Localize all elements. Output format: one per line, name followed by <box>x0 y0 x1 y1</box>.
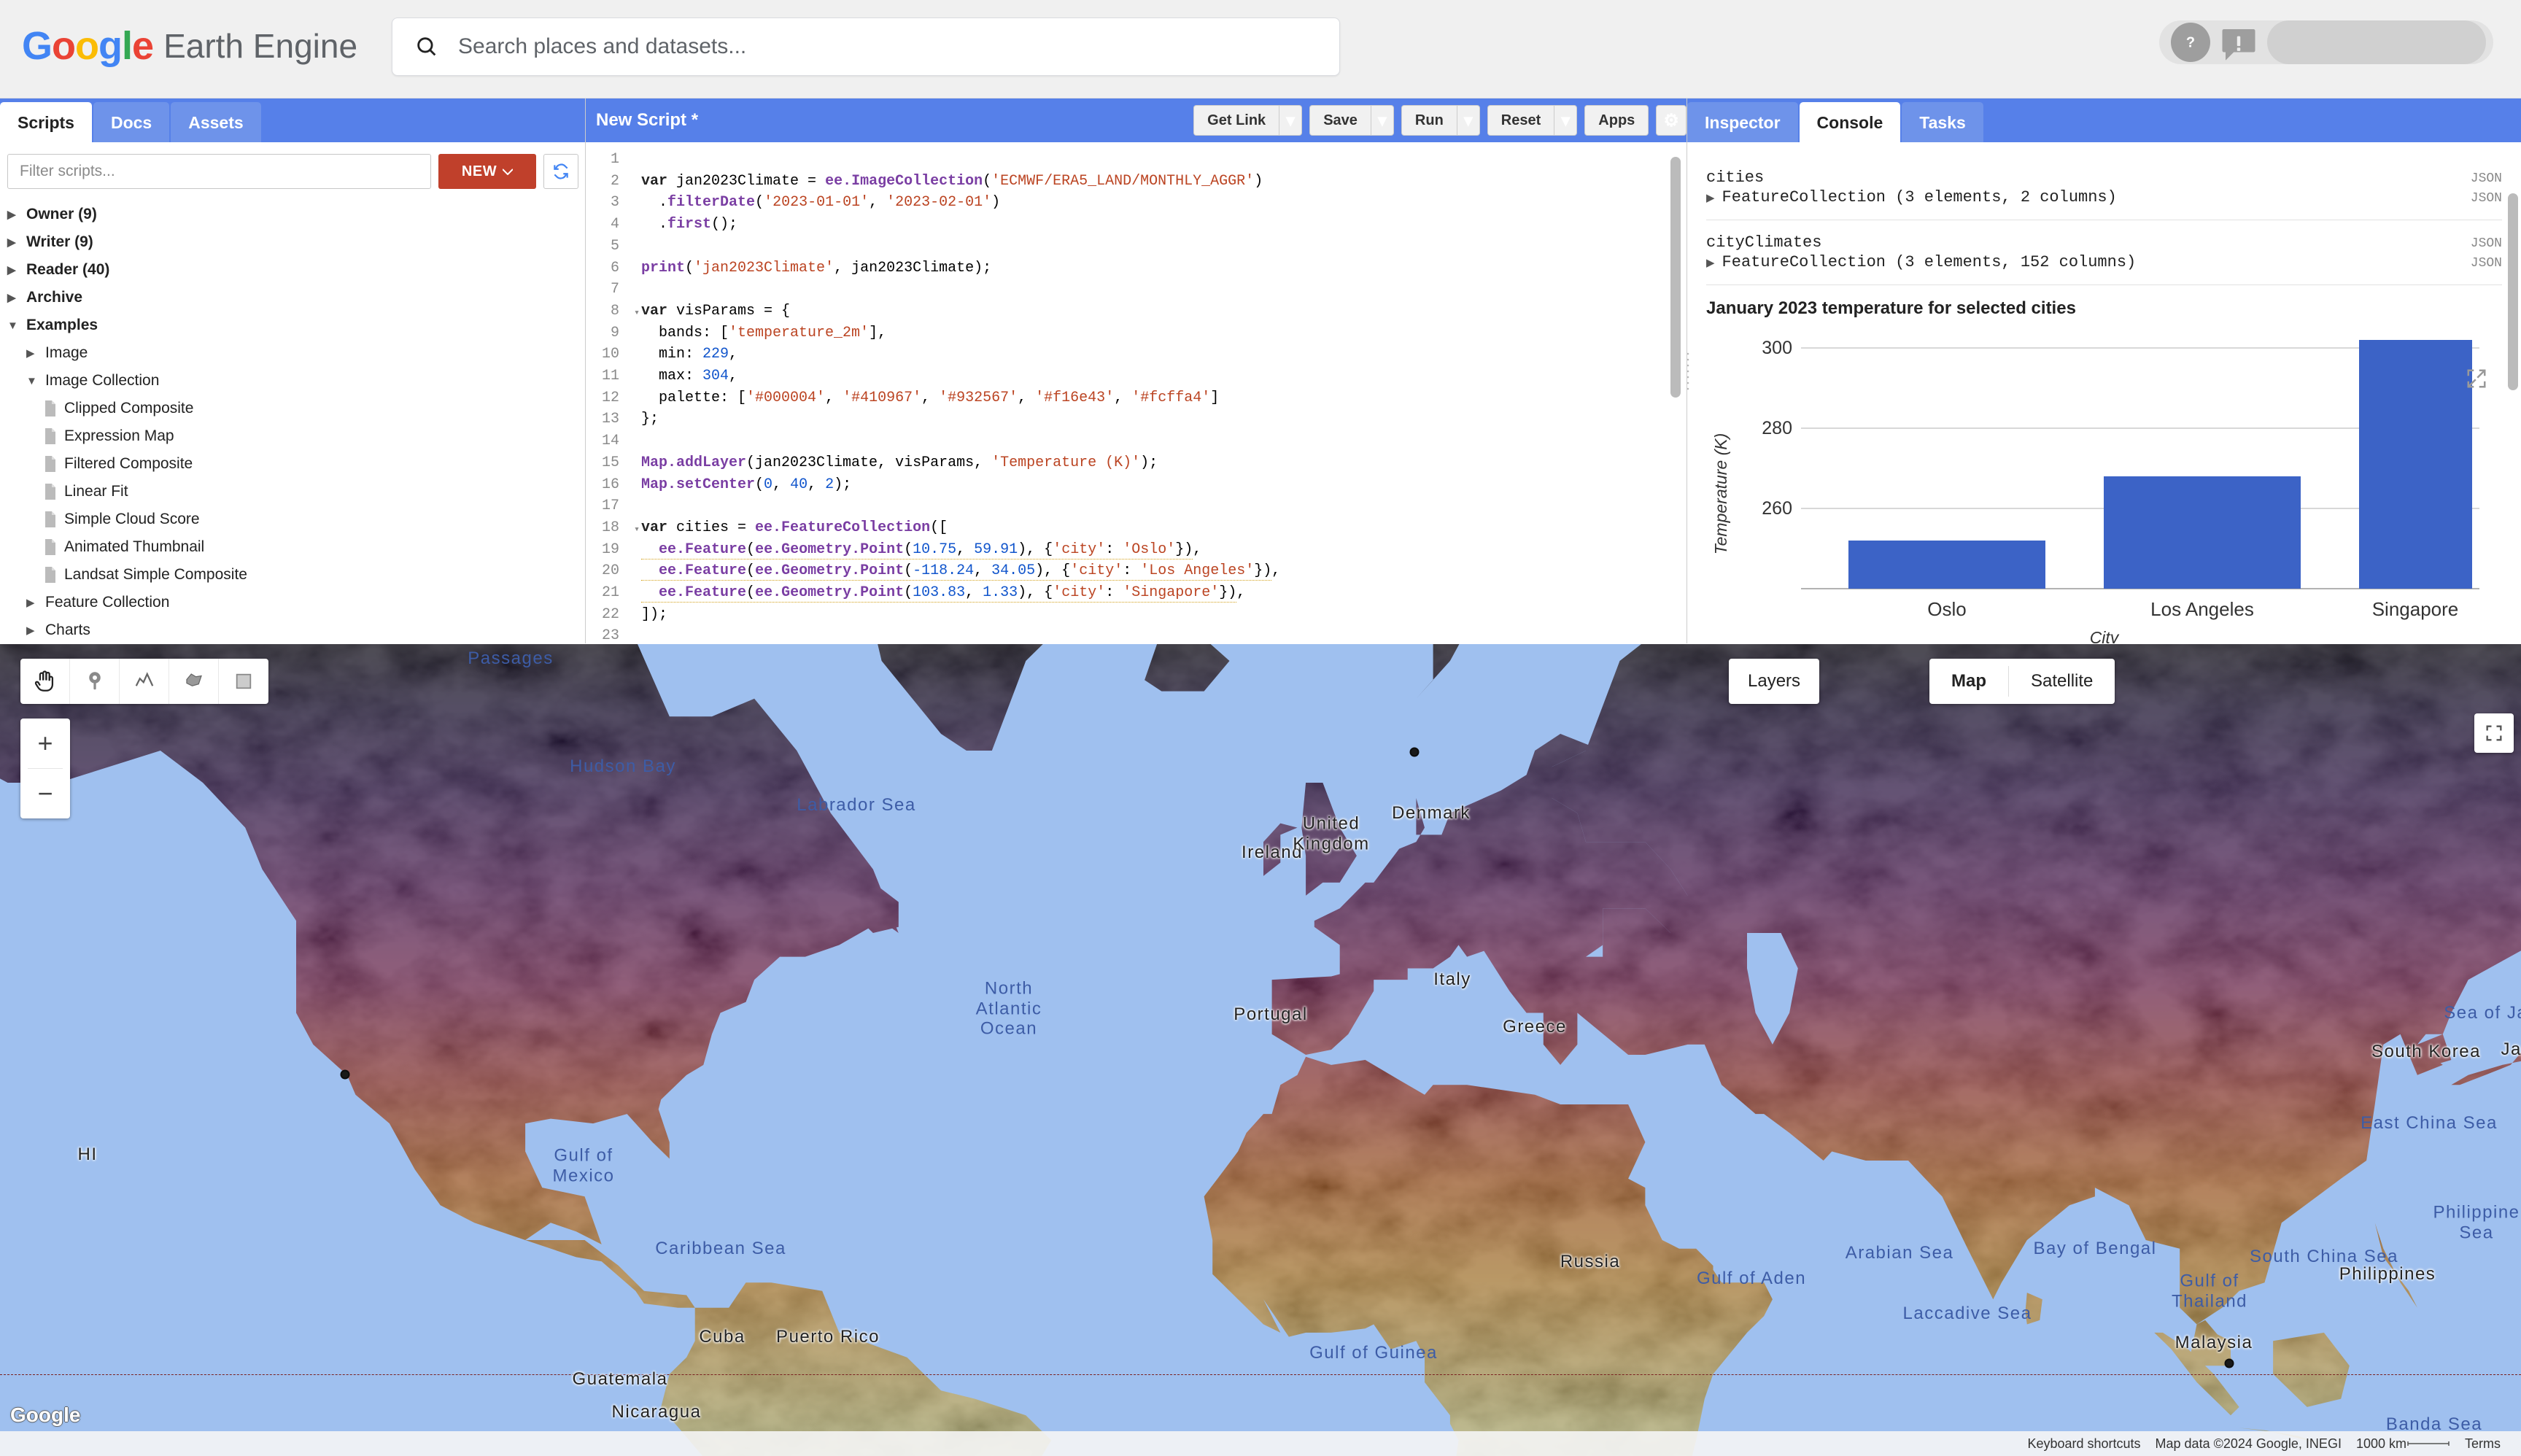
svg-text:260: 260 <box>1762 498 1792 519</box>
svg-text:280: 280 <box>1762 418 1792 438</box>
svg-text:Temperature (K): Temperature (K) <box>1711 433 1730 555</box>
svg-text:Oslo: Oslo <box>1927 598 1966 620</box>
svg-text:?: ? <box>2186 34 2195 50</box>
svg-text:300: 300 <box>1762 338 1792 358</box>
svg-text:Los Angeles: Los Angeles <box>2150 598 2254 620</box>
svg-text:Singapore: Singapore <box>2372 598 2459 620</box>
